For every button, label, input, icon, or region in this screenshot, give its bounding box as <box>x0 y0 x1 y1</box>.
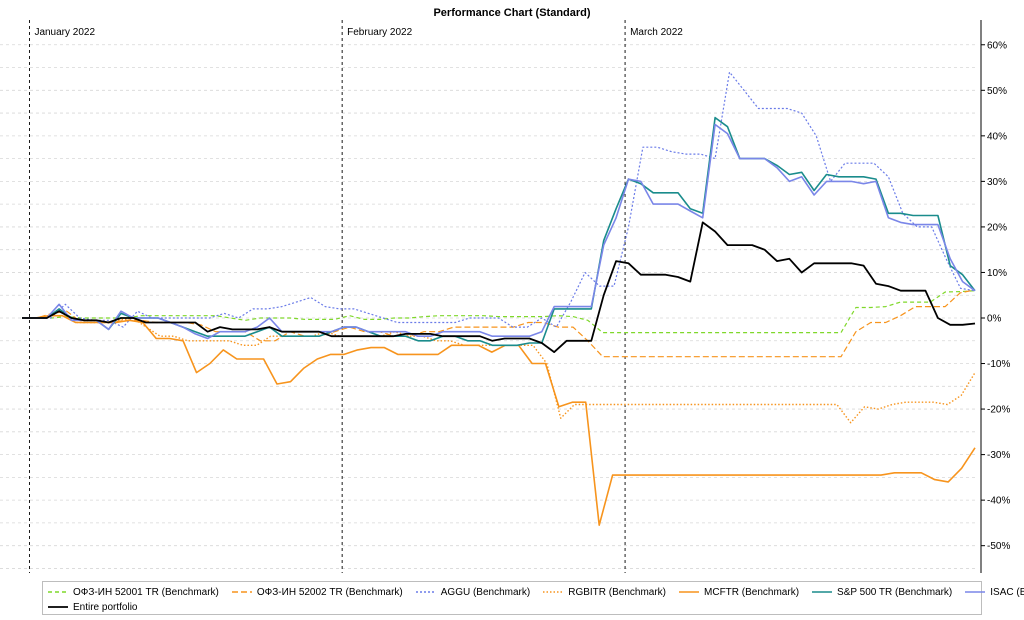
grid <box>0 44 975 569</box>
legend-label: S&P 500 TR (Benchmark) <box>837 586 953 598</box>
y-tick-label: 60% <box>987 40 1007 51</box>
performance-chart: Performance Chart (Standard) January 202… <box>0 7 1010 573</box>
series-layer <box>22 71 976 527</box>
y-tick-label: -20% <box>987 405 1010 416</box>
legend-item: ISAC (Benchmark) <box>964 587 1024 598</box>
series-line <box>22 221 976 354</box>
month-label: January 2022 <box>34 27 95 38</box>
month-label: February 2022 <box>347 27 412 38</box>
legend-swatch <box>48 606 68 608</box>
legend-label: Entire portfolio <box>73 601 138 613</box>
legend: ОФЗ-ИН 52001 TR (Benchmark) ОФЗ-ИН 52002 … <box>42 581 1024 615</box>
month-label: March 2022 <box>630 27 683 38</box>
y-tick-label: 20% <box>987 222 1007 233</box>
legend-swatch <box>965 591 986 593</box>
legend-item: Entire portfolio <box>47 602 137 613</box>
y-tick-label: 30% <box>987 177 1007 188</box>
legend-swatch <box>543 591 564 593</box>
series-line <box>22 116 976 347</box>
y-tick-label: -30% <box>987 450 1010 461</box>
y-tick-label: 50% <box>987 86 1007 97</box>
legend-item: ОФЗ-ИН 52002 TR (Benchmark) <box>231 587 403 598</box>
legend-swatch <box>812 591 833 593</box>
y-tick-label: 10% <box>987 268 1007 279</box>
legend-label: ОФЗ-ИН 52002 TR (Benchmark) <box>256 586 403 598</box>
series-line <box>22 314 976 527</box>
legend-label: AGGU (Benchmark) <box>440 586 531 598</box>
legend-row: Entire portfolio <box>47 600 977 614</box>
legend-item: MCFTR (Benchmark) <box>678 587 799 598</box>
series-line <box>22 315 976 424</box>
legend-item: S&P 500 TR (Benchmark) <box>811 587 952 598</box>
legend-label: RGBITR (Benchmark) <box>568 586 667 598</box>
legend-item: ОФЗ-ИН 52001 TR (Benchmark) <box>47 587 219 598</box>
legend-swatch <box>48 591 68 593</box>
legend-swatch <box>679 591 700 593</box>
series-line <box>22 71 976 328</box>
y-tick-label: 0% <box>987 313 1002 324</box>
series-line <box>22 290 976 334</box>
y-axis: -50% -40% -30% -20% -10% 0% 10% 20% 30% 40% 50% 60% <box>980 20 1010 573</box>
y-tick-label: -50% <box>987 541 1010 552</box>
legend-label: MCFTR (Benchmark) <box>704 586 800 598</box>
legend-swatch <box>415 591 436 593</box>
legend-item: AGGU (Benchmark) <box>415 587 530 598</box>
legend-swatch <box>231 591 252 593</box>
chart-title: Performance Chart (Standard) <box>433 7 590 19</box>
legend-label: ISAC (Benchmark) <box>990 586 1024 598</box>
legend-row: ОФЗ-ИН 52001 TR (Benchmark) ОФЗ-ИН 52002 … <box>47 585 1024 599</box>
legend-item: RGBITR (Benchmark) <box>542 587 666 598</box>
y-tick-label: -40% <box>987 496 1010 507</box>
y-tick-label: 40% <box>987 131 1007 142</box>
legend-label: ОФЗ-ИН 52001 TR (Benchmark) <box>73 586 219 598</box>
y-tick-label: -10% <box>987 359 1010 370</box>
month-markers: January 2022 February 2022 March 2022 <box>28 20 683 573</box>
series-line <box>22 123 976 340</box>
